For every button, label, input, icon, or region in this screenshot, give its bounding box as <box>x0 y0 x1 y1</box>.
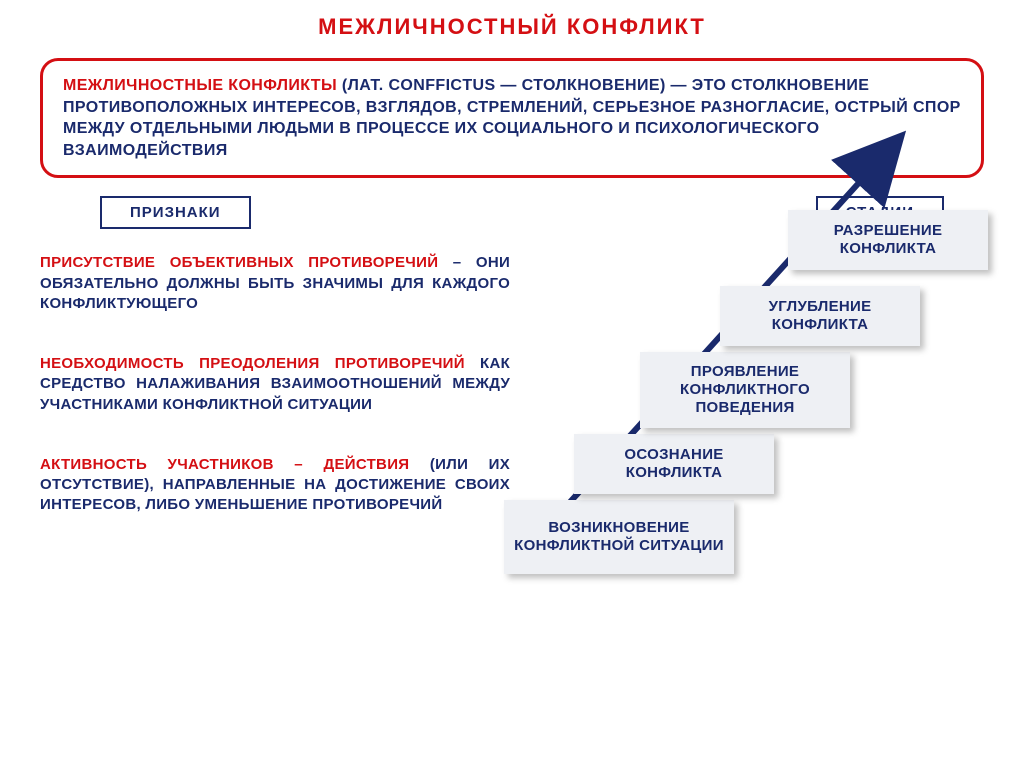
stage-step: УГЛУБЛЕНИЕ КОНФЛИКТА <box>720 286 920 346</box>
feature-lead: ПРИСУТСТВИЕ ОБЪЕКТИВНЫХ ПРОТИВОРЕЧИЙ <box>40 254 438 271</box>
feature-item: НЕОБХОДИМОСТЬ ПРЕОДОЛЕНИЯ ПРОТИВОРЕЧИЙ К… <box>40 354 510 415</box>
features-column: ПРИЗНАКИ ПРИСУТСТВИЕ ОБЪЕКТИВНЫХ ПРОТИВО… <box>40 196 510 555</box>
features-label: ПРИЗНАКИ <box>100 196 251 229</box>
feature-item: АКТИВНОСТЬ УЧАСТНИКОВ – ДЕЙСТВИЯ (ИЛИ ИХ… <box>40 455 510 516</box>
step-text: РАЗРЕШЕНИЕ КОНФЛИКТА <box>798 222 978 258</box>
step-text: ПРОЯВЛЕНИЕ КОНФЛИКТНОГО ПОВЕДЕНИЯ <box>650 363 840 417</box>
stage-step: ПРОЯВЛЕНИЕ КОНФЛИКТНОГО ПОВЕДЕНИЯ <box>640 352 850 428</box>
stages-column: СТАДИИ ВОЗНИКНОВЕНИЕ КОНФЛИКТНОЙ СИТУАЦИ… <box>550 196 984 555</box>
feature-lead: НЕОБХОДИМОСТЬ ПРЕОДОЛЕНИЯ ПРОТИВОРЕЧИЙ <box>40 355 465 372</box>
stairs-diagram: ВОЗНИКНОВЕНИЕ КОНФЛИКТНОЙ СИТУАЦИИ ОСОЗН… <box>504 84 984 574</box>
page-title: МЕЖЛИЧНОСТНЫЙ КОНФЛИКТ <box>0 0 1024 50</box>
feature-lead: АКТИВНОСТЬ УЧАСТНИКОВ – ДЕЙСТВИЯ <box>40 456 409 473</box>
step-text: ОСОЗНАНИЕ КОНФЛИКТА <box>584 446 764 482</box>
stage-step: ОСОЗНАНИЕ КОНФЛИКТА <box>574 434 774 494</box>
stage-step: РАЗРЕШЕНИЕ КОНФЛИКТА <box>788 210 988 270</box>
definition-lead: МЕЖЛИЧНОСТНЫЕ КОНФЛИКТЫ <box>63 77 337 94</box>
stage-step: ВОЗНИКНОВЕНИЕ КОНФЛИКТНОЙ СИТУАЦИИ <box>504 500 734 574</box>
step-text: УГЛУБЛЕНИЕ КОНФЛИКТА <box>730 298 910 334</box>
feature-item: ПРИСУТСТВИЕ ОБЪЕКТИВНЫХ ПРОТИВОРЕЧИЙ – О… <box>40 253 510 314</box>
step-text: ВОЗНИКНОВЕНИЕ КОНФЛИКТНОЙ СИТУАЦИИ <box>514 519 724 555</box>
